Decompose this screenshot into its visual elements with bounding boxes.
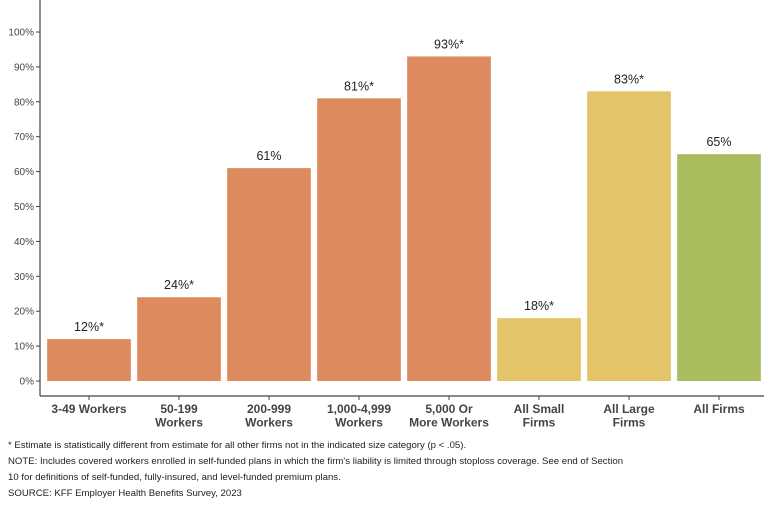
x-tick-label: 5,000 Or [425, 402, 473, 416]
asterisk-note: * Estimate is statistically different fr… [8, 440, 467, 451]
bar-data-label: 61% [256, 149, 281, 163]
bar [677, 154, 761, 381]
note-line-2: 10 for definitions of self-funded, fully… [8, 472, 341, 483]
y-tick-label: 70% [14, 132, 34, 143]
bar-data-label: 12%* [74, 320, 104, 334]
y-tick-label: 50% [14, 202, 34, 213]
bar [137, 297, 221, 381]
bar-data-label: 18%* [524, 299, 554, 313]
x-tick-label: Firms [613, 416, 646, 430]
y-tick-label: 10% [14, 342, 34, 353]
x-tick-label: All Large [603, 402, 655, 416]
x-tick-label: 200-999 [247, 402, 291, 416]
y-tick-label: 60% [14, 167, 34, 178]
y-tick-label: 20% [14, 307, 34, 318]
source-note: SOURCE: KFF Employer Health Benefits Sur… [8, 488, 242, 499]
x-axis: 3-49 Workers 50-199Workers200-999Workers1… [40, 395, 764, 430]
x-tick-label: Workers [155, 416, 203, 430]
bar [407, 56, 491, 382]
bar [227, 168, 311, 381]
x-tick-label: Workers [335, 416, 383, 430]
x-tick-label: All Firms [693, 402, 745, 416]
bar-data-label: 81%* [344, 79, 374, 93]
x-tick-label: All Small [514, 402, 565, 416]
x-tick-label: More Workers [409, 416, 489, 430]
y-tick-label: 0% [20, 377, 35, 388]
chart-notes: * Estimate is statistically different fr… [8, 438, 758, 502]
y-tick-label: 90% [14, 62, 34, 73]
note-line-1: NOTE: Includes covered workers enrolled … [8, 456, 624, 467]
bar [497, 318, 581, 381]
y-tick-label: 40% [14, 237, 34, 248]
y-tick-label: 100% [8, 28, 34, 39]
x-tick-label: 50-199 [160, 402, 198, 416]
bar [47, 339, 131, 381]
bar-data-label: 24%* [164, 278, 194, 292]
bar [317, 98, 401, 381]
y-axis: 0% 10% 20% 30% 40% 50% 60% 70% 80% 90% 100% [8, 0, 41, 396]
bar-data-label: 65% [706, 135, 731, 149]
bar-data-label: 83%* [614, 72, 644, 86]
data-labels: 12%* 24%* 61% 81%* 93%* 18%* 83%* 65% [74, 37, 731, 334]
bars [47, 56, 761, 382]
y-tick-label: 30% [14, 272, 34, 283]
x-tick-label: Firms [523, 416, 556, 430]
bar-data-label: 93%* [434, 37, 464, 51]
bar-chart: 0% 10% 20% 30% 40% 50% 60% 70% 80% 90% 100% 12%* 24… [8, 0, 764, 430]
bar [587, 91, 671, 381]
x-tick-label: Workers [245, 416, 293, 430]
y-tick-label: 80% [14, 97, 34, 108]
x-tick-label: 1,000-4,999 [327, 402, 391, 416]
x-tick-label: 3-49 Workers [51, 402, 126, 416]
